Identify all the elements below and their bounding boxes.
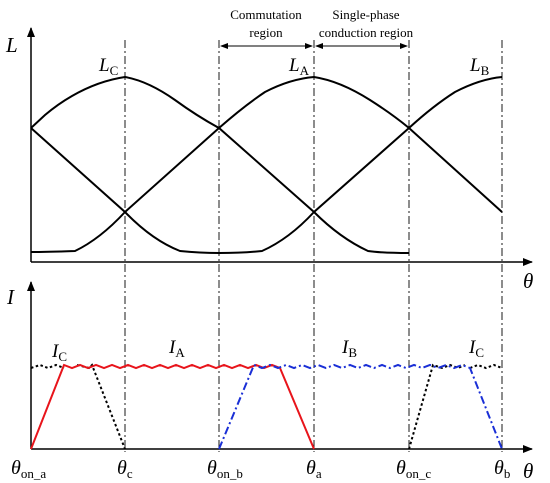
- angle-label-theta-on-b: θon_b: [207, 457, 243, 481]
- upper-x-axis-label: θ: [523, 269, 533, 293]
- commutation-region-label-1: Commutation: [230, 7, 302, 22]
- curve-label-la: LA: [288, 55, 310, 78]
- curve-label-lc: LC: [98, 55, 118, 78]
- angle-guides: [124, 40, 503, 452]
- current-ib: [218, 363, 503, 450]
- lower-axes: [27, 281, 533, 453]
- angle-label-theta-on-c: θon_c: [396, 457, 431, 481]
- angle-label-theta-c: θc: [117, 457, 133, 481]
- curve-lb: [30, 76, 503, 255]
- current-waveforms: [30, 363, 503, 450]
- single-phase-region-label-2: conduction region: [319, 25, 414, 40]
- curve-label-lb: LB: [469, 55, 490, 78]
- inductance-curves: [30, 75, 503, 255]
- current-label-ic-left: IC: [51, 341, 67, 364]
- curve-la: [30, 75, 503, 253]
- current-label-ib: IB: [341, 337, 357, 360]
- commutation-region-label-2: region: [249, 25, 283, 40]
- angle-label-theta-on-a: θon_a: [11, 457, 46, 481]
- upper-y-axis-label: L: [5, 33, 18, 57]
- current-label-ic-right: IC: [468, 337, 484, 360]
- upper-axes: [27, 27, 533, 266]
- current-ic-right: [408, 363, 503, 450]
- angle-label-theta-b: θb: [494, 457, 510, 481]
- curve-lc-left: [30, 75, 410, 254]
- current-ia: [30, 363, 315, 450]
- single-phase-region-label-1: Single-phase: [332, 7, 399, 22]
- lower-x-axis-label: θ: [523, 459, 533, 483]
- lower-y-axis-label: I: [6, 285, 15, 309]
- current-ic-left: [30, 363, 126, 450]
- current-label-ia: IA: [168, 337, 185, 360]
- angle-label-theta-a: θa: [306, 457, 322, 481]
